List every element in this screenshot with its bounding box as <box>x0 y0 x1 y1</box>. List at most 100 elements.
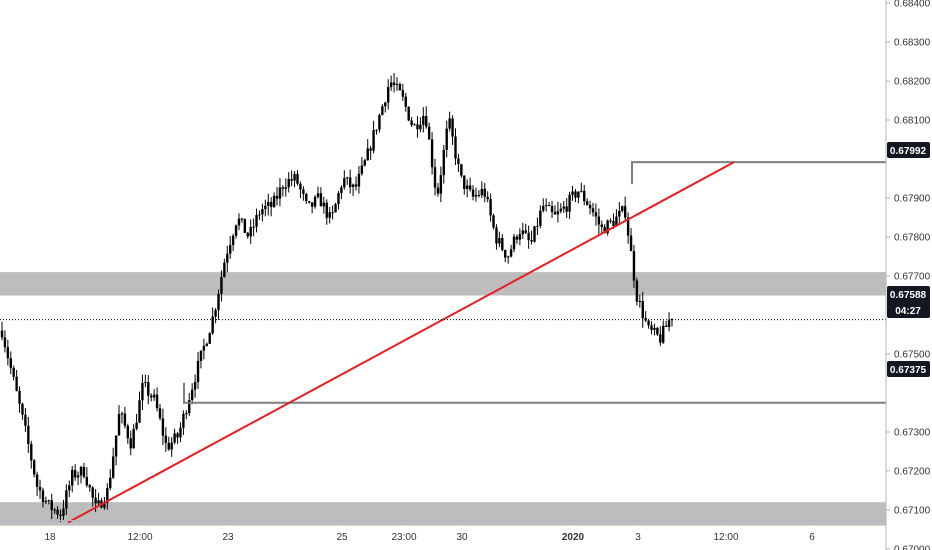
time-tick-label: 6 <box>809 532 815 543</box>
candle-body <box>425 115 428 127</box>
candle <box>91 486 94 507</box>
level-badge-upper[interactable]: 0.67992 <box>887 142 930 158</box>
candle-body <box>483 188 486 197</box>
candle-body <box>506 256 510 258</box>
candle <box>208 332 211 344</box>
candle-body <box>550 206 554 212</box>
price-tick-label: 0.67900 <box>894 194 931 205</box>
candle <box>170 437 173 458</box>
candle <box>401 83 405 101</box>
candle <box>79 465 83 484</box>
candle <box>111 447 115 479</box>
candle <box>3 330 7 353</box>
candle-body <box>536 225 539 227</box>
candle-body <box>471 189 475 197</box>
candle-body <box>656 327 659 335</box>
candle-body <box>489 199 492 216</box>
candle-body <box>158 408 162 419</box>
candle-body <box>188 400 191 414</box>
candle-body <box>521 230 524 235</box>
candle <box>422 107 425 133</box>
candle <box>457 154 460 172</box>
candle <box>451 115 454 145</box>
candle <box>296 169 299 186</box>
candle-body <box>533 226 536 242</box>
candle <box>495 224 498 250</box>
candle <box>199 350 203 369</box>
candle <box>237 213 241 231</box>
candle <box>346 176 349 185</box>
candle <box>433 158 437 196</box>
candle-body <box>413 124 416 126</box>
candle <box>164 427 168 452</box>
candle <box>521 222 524 239</box>
price-tick-label: 0.68100 <box>894 116 931 127</box>
candle-body <box>401 90 405 97</box>
candle <box>454 128 457 165</box>
candle <box>205 342 209 347</box>
candle <box>375 129 378 135</box>
candle <box>583 184 586 206</box>
candle-body <box>132 429 135 449</box>
candle <box>395 77 399 91</box>
candle <box>577 191 580 204</box>
candle <box>623 196 627 223</box>
candle-body <box>62 508 65 517</box>
candle-body <box>76 475 80 478</box>
candle-body <box>588 204 592 209</box>
candle-body <box>278 187 282 199</box>
resistance-level-line[interactable] <box>631 161 886 185</box>
candle-body <box>369 148 372 151</box>
candle <box>439 166 443 203</box>
level-badge-lower[interactable]: 0.67375 <box>887 361 930 377</box>
candle-body <box>594 212 598 217</box>
candle <box>465 179 469 198</box>
candle-body <box>591 208 595 213</box>
sr-zone-0[interactable] <box>0 272 886 296</box>
candle-body <box>223 262 226 277</box>
candle-body <box>389 82 393 88</box>
candle-body <box>109 477 112 488</box>
candle-body <box>360 165 364 174</box>
candle-body <box>486 196 489 200</box>
candle <box>217 289 220 320</box>
candle-body <box>193 382 197 390</box>
candle-body <box>632 251 636 281</box>
candle-body <box>442 149 445 176</box>
candle-body <box>325 202 328 218</box>
candle-body <box>155 394 159 409</box>
candle-body <box>465 185 469 190</box>
candle <box>173 428 176 445</box>
candle <box>196 352 200 389</box>
candle-body <box>392 82 396 85</box>
candle <box>144 374 147 388</box>
candle <box>56 506 59 519</box>
candle-body <box>3 337 7 348</box>
candle-body <box>85 476 89 486</box>
candle-body <box>126 425 130 439</box>
support-level-line[interactable] <box>183 382 886 404</box>
candle <box>509 244 513 258</box>
candle <box>313 195 317 209</box>
candle <box>129 430 132 456</box>
candle-body <box>164 435 168 443</box>
candle-body <box>626 217 630 236</box>
candle-body <box>267 201 270 206</box>
candle-body <box>182 413 185 428</box>
last-price-badge[interactable]: 0.67588 04:27 <box>887 286 930 318</box>
level-badge-upper-text: 0.67992 <box>890 146 927 157</box>
candle <box>354 176 358 191</box>
candle <box>460 163 463 178</box>
candle-body <box>21 403 24 415</box>
candle-body <box>457 158 460 165</box>
candle-body <box>114 435 118 457</box>
candle-body <box>346 177 349 179</box>
candle-body <box>293 173 296 181</box>
candle <box>662 320 665 344</box>
candle <box>448 111 451 132</box>
time-tick-label: 12:00 <box>127 532 152 543</box>
trendline[interactable] <box>67 161 735 524</box>
sr-zone-1[interactable] <box>0 502 886 526</box>
candle-body <box>574 191 577 198</box>
